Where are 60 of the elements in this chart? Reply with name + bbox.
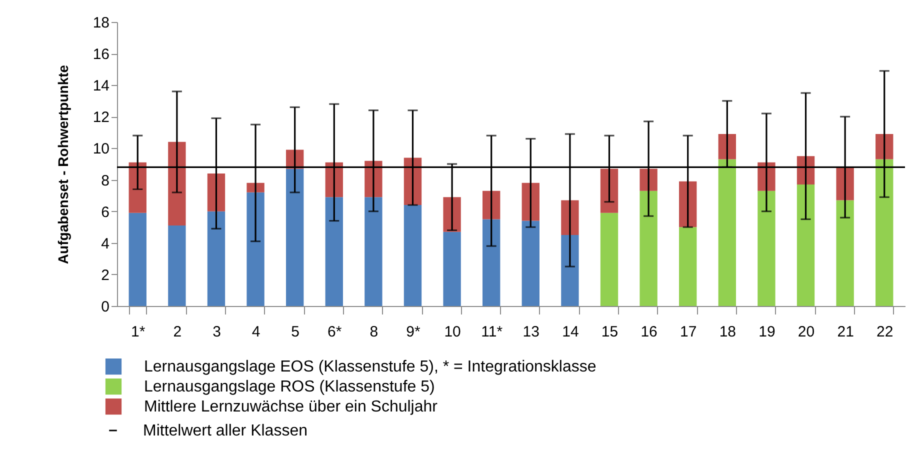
- x-tick-label: 5: [291, 324, 300, 340]
- x-tick-label: 17: [680, 324, 697, 340]
- bar: [758, 190, 776, 306]
- legend-label: Mittelwert aller Klassen: [143, 422, 308, 440]
- bar: [718, 134, 736, 160]
- x-tick-label: 9*: [406, 324, 420, 340]
- y-tick-label: 10: [92, 140, 110, 158]
- bar: [876, 134, 894, 160]
- x-tick-label: 13: [522, 324, 540, 340]
- x-tick-label: 22: [876, 324, 894, 340]
- y-tick-label: 6: [101, 204, 110, 221]
- x-tick-label: 19: [758, 324, 776, 340]
- bar: [168, 226, 186, 306]
- bar: [836, 200, 854, 306]
- bar: [522, 220, 540, 306]
- bar: [168, 142, 186, 226]
- x-tick-label: 1*: [131, 324, 146, 340]
- x-tick-label: 11*: [481, 324, 503, 340]
- x-tick-label: 14: [562, 324, 579, 340]
- x-tick-label: 3: [212, 324, 221, 340]
- bar: [796, 184, 815, 306]
- y-axis-title: Aufgabenset - Rohwertpunkte: [54, 64, 71, 264]
- x-tick-label: 18: [719, 324, 736, 340]
- legend-label: Mittlere Lernzuwächse über ein Schuljahr: [144, 398, 438, 416]
- bar: [207, 211, 226, 306]
- bar: [286, 168, 304, 306]
- y-tick-label: 14: [92, 78, 110, 95]
- bar: [325, 197, 343, 306]
- y-tick-label: 12: [92, 109, 110, 126]
- bar: [128, 212, 146, 306]
- bar: [364, 197, 382, 306]
- x-tick-label: 16: [640, 324, 658, 340]
- bar: [640, 190, 658, 306]
- y-tick-label: 2: [101, 266, 110, 284]
- bar: [640, 168, 658, 191]
- x-tick-label: 6*: [328, 324, 342, 340]
- bar: [876, 159, 894, 306]
- bar: [404, 205, 422, 306]
- bar: [482, 219, 500, 306]
- bar: [246, 192, 264, 306]
- x-tick-label: 21: [837, 324, 854, 340]
- x-tick-label: 20: [798, 324, 815, 340]
- x-tick-label: 10: [444, 324, 461, 340]
- legend-label: Lernausgangslage ROS (Klassenstufe 5): [144, 378, 435, 396]
- bar: [561, 235, 579, 306]
- x-tick-label: 2: [173, 324, 182, 340]
- legend-label: Lernausgangslage EOS (Klassenstufe 5), * = Integrationsklasse: [144, 358, 596, 376]
- bar: [522, 182, 540, 221]
- y-tick-label: 16: [92, 46, 110, 64]
- y-tick-label: 18: [92, 14, 110, 32]
- x-tick-label: 8: [370, 324, 378, 340]
- bar: [600, 212, 618, 306]
- y-tick-label: 4: [101, 235, 110, 252]
- x-tick-label: 4: [252, 324, 260, 340]
- x-tick-label: 15: [601, 324, 618, 340]
- bar: [128, 162, 146, 213]
- bar: [718, 159, 736, 306]
- bar: [679, 227, 697, 306]
- y-tick-label: 8: [101, 172, 110, 190]
- y-tick-label: 0: [101, 298, 110, 316]
